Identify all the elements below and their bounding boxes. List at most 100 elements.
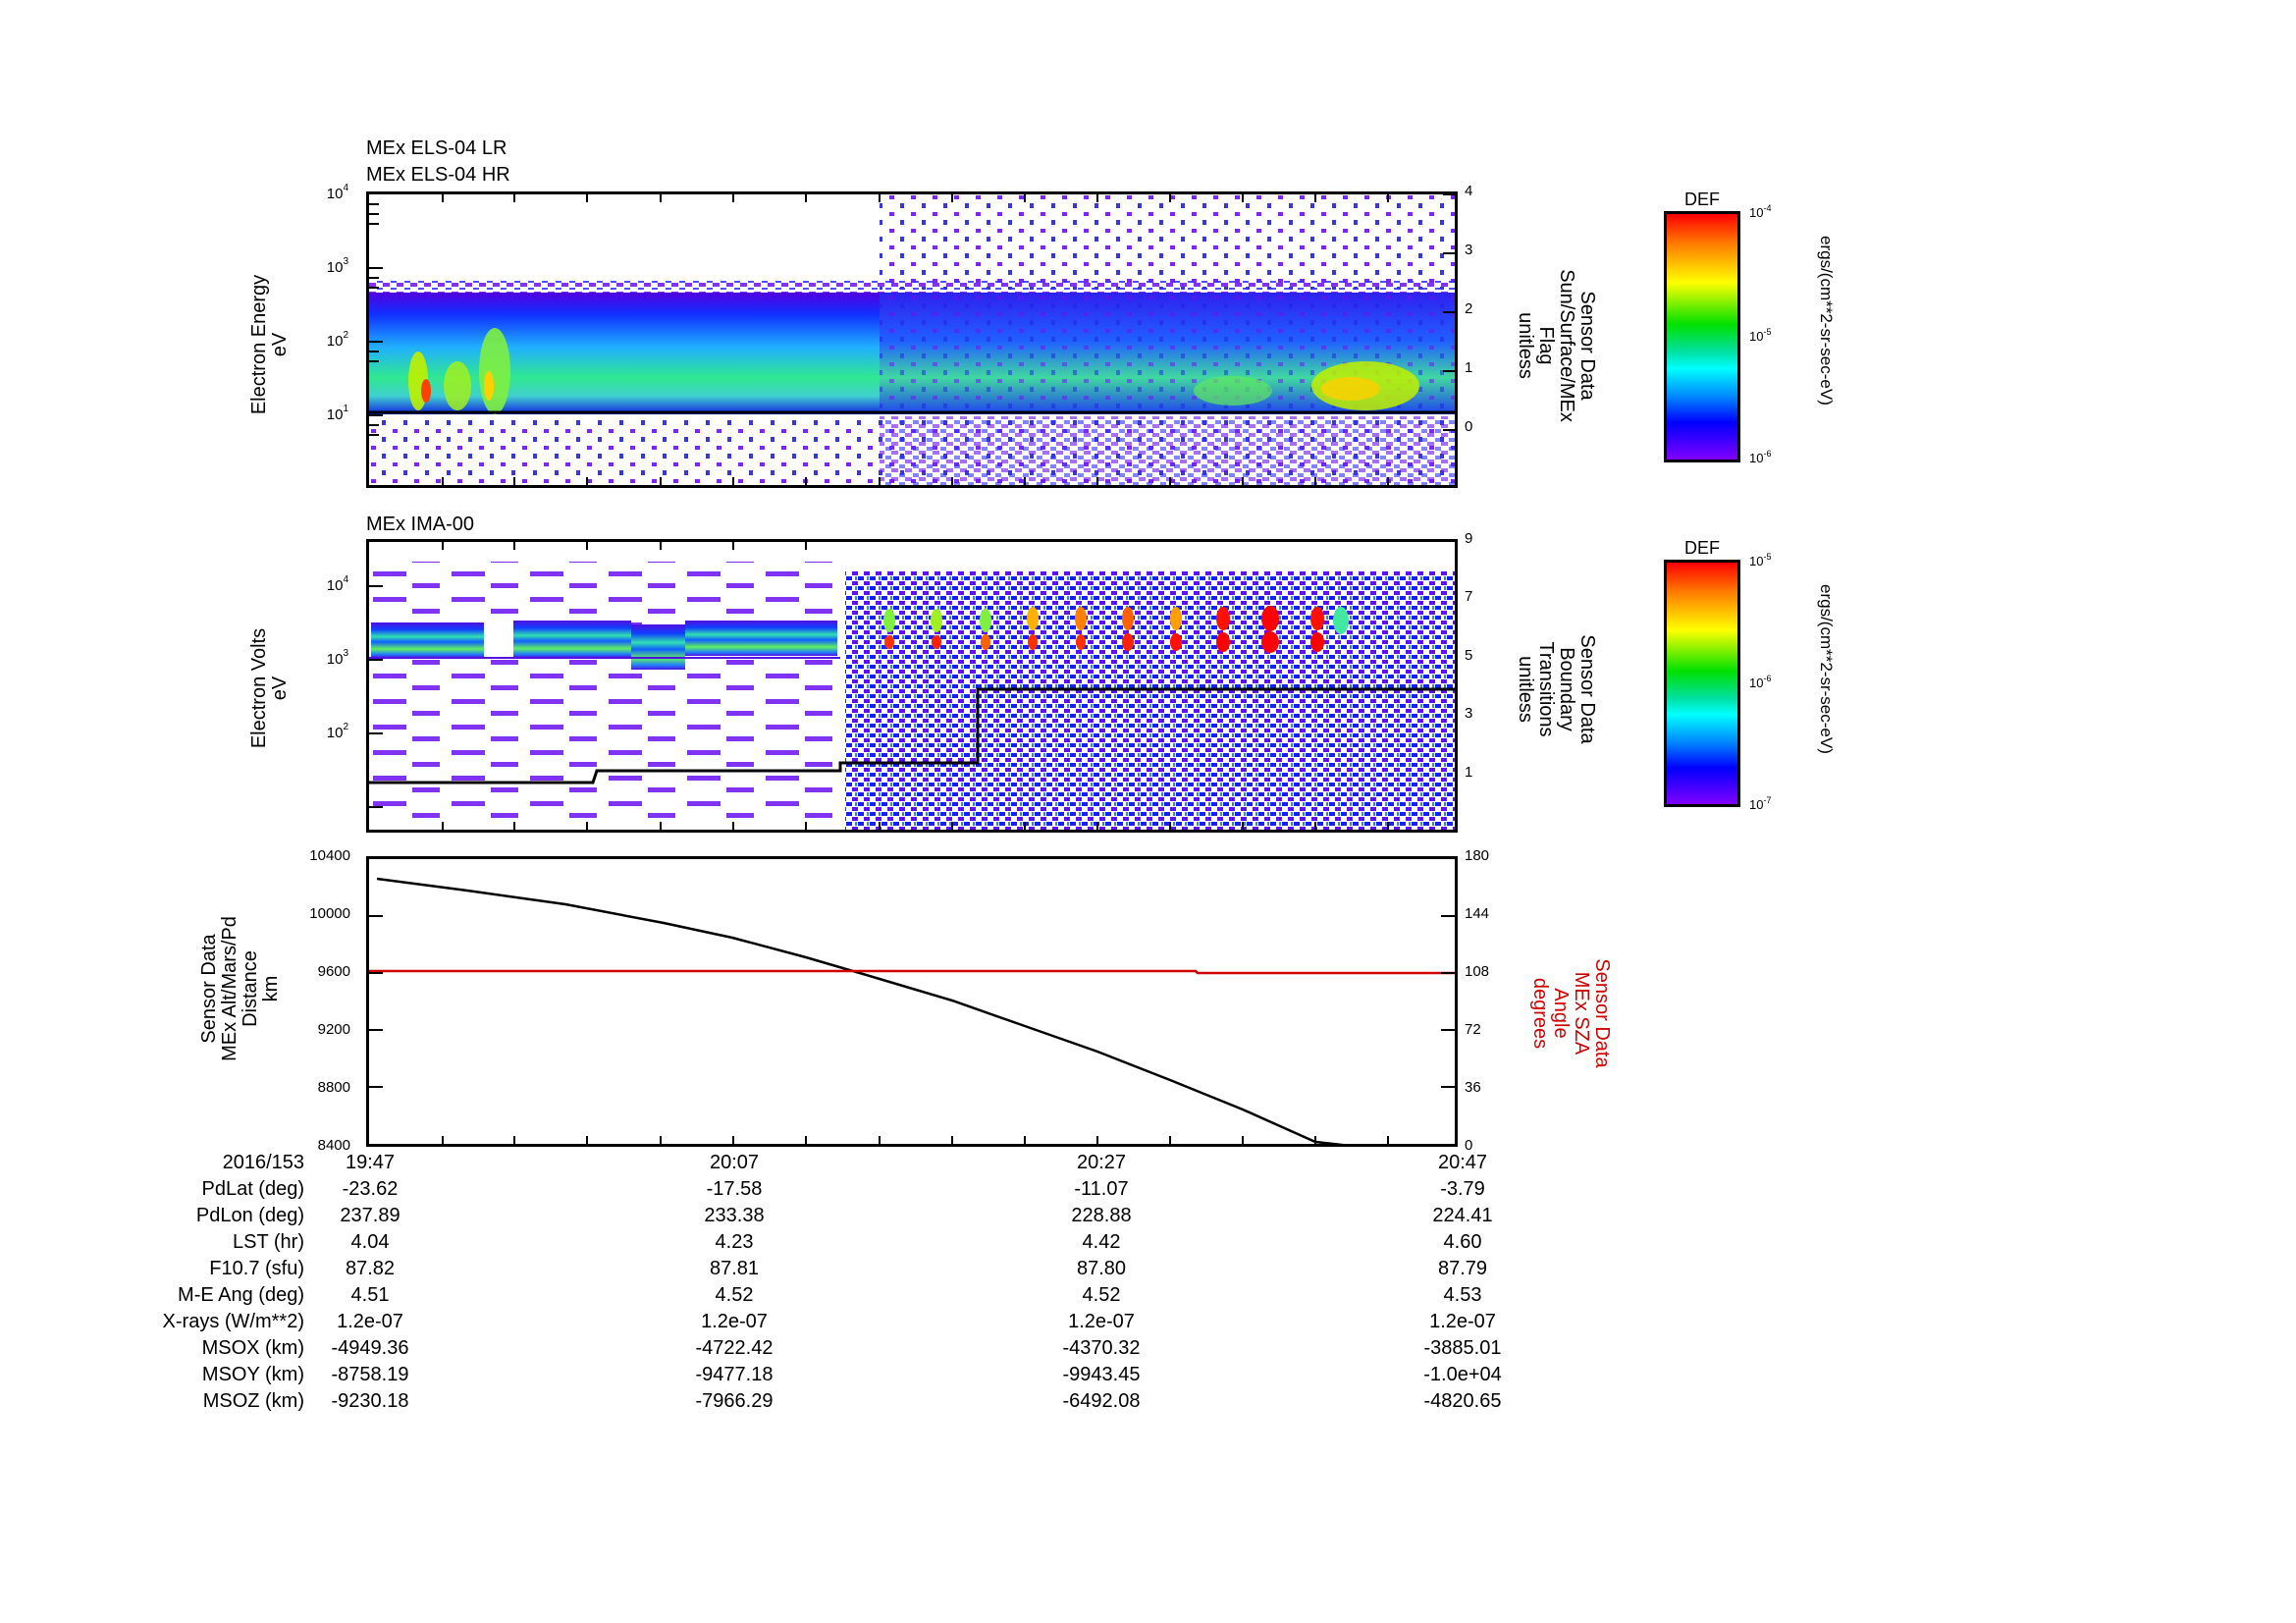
els-right-ytick: 0 <box>1465 418 1473 435</box>
ephemeris-value: 87.81 <box>709 1258 760 1279</box>
ephemeris-value: 4.42 <box>1082 1231 1121 1253</box>
ima-colorbar-tick: 10-7 <box>1749 795 1772 812</box>
ephemeris-value: 4.04 <box>350 1231 390 1253</box>
ephemeris-value: 4.51 <box>350 1284 390 1306</box>
ima-spectrogram <box>366 539 1458 833</box>
els-colorbar-tick: 10-5 <box>1749 327 1772 344</box>
ephemeris-value: 1.2e-07 <box>701 1311 768 1332</box>
ephemeris-row-label: PdLon (deg) <box>195 1205 304 1226</box>
altitude-line <box>376 877 1345 1144</box>
ima-ytick: 104 <box>326 574 348 594</box>
ima-right-ylabel-line: unitless <box>1515 656 1536 723</box>
els-right-ytick: 1 <box>1465 359 1473 376</box>
els-ytick: 104 <box>326 183 348 202</box>
ephemeris-value: -9943.45 <box>1062 1364 1141 1385</box>
orbit-right-ytick: 72 <box>1465 1021 1481 1038</box>
orbit-right-ytick: 144 <box>1465 905 1490 922</box>
ephemeris-value: -4949.36 <box>331 1337 409 1359</box>
orbit-right-ytick: 108 <box>1465 963 1490 980</box>
els-ylabel-line: eV <box>269 332 291 357</box>
els-colorbar-unit: ergs/(cm**2-sr-sec-eV) <box>1817 236 1836 406</box>
orbit-ytick: 8800 <box>317 1079 350 1096</box>
els-ytick: 102 <box>326 330 348 350</box>
els-spectrogram-plot <box>369 194 1455 485</box>
orbit-right-ylabel-line: Angle <box>1550 988 1572 1039</box>
ima-ylabel: Electron Volts eV <box>248 600 291 777</box>
ephemeris-value: 233.38 <box>704 1205 765 1226</box>
ephemeris-value: 1.2e-07 <box>337 1311 403 1332</box>
els-right-ylabel-line: Sensor Data <box>1576 291 1598 401</box>
ima-right-ylabel-line: Transitions <box>1535 641 1557 737</box>
els-ylabel-line: Electron Energy <box>248 274 270 415</box>
els-right-ylabel: Sensor Data Sun/Surface/MEx Flag unitles… <box>1515 238 1598 454</box>
ima-right-ytick: 3 <box>1465 705 1473 722</box>
ima-colorbar-tick: 10-6 <box>1749 674 1772 690</box>
ima-right-ylabel-line: Sensor Data <box>1576 634 1598 744</box>
ephemeris-value: -9230.18 <box>331 1390 409 1412</box>
ima-ytick: 103 <box>326 648 348 668</box>
ima-colorbar-title: DEF <box>1684 538 1720 558</box>
ephemeris-value: -4370.32 <box>1062 1337 1141 1359</box>
ima-ytick: 102 <box>326 722 348 741</box>
ima-right-ylabel: Sensor Data Boundary Transitions unitles… <box>1515 581 1598 797</box>
ephemeris-row-label: LST (hr) <box>233 1231 304 1253</box>
ephemeris-row-label: X-rays (W/m**2) <box>162 1311 304 1332</box>
orbit-ylabel-line: MEx Alt/Mars/Pd <box>219 916 240 1061</box>
orbit-right-ytick: 0 <box>1465 1137 1473 1154</box>
ephemeris-row-label: MSOX (km) <box>201 1337 304 1359</box>
orbit-ytick: 8400 <box>317 1137 350 1154</box>
ephemeris-value: 4.53 <box>1443 1284 1482 1306</box>
els-title-hr: MEx ELS-04 HR <box>366 164 510 186</box>
ima-colorbar-tick: 10-5 <box>1749 552 1772 568</box>
time-tick: 19:47 <box>345 1152 396 1173</box>
ephemeris-row-label: MSOZ (km) <box>202 1390 304 1412</box>
orbit-right-ylabel-line: degrees <box>1529 977 1551 1050</box>
orbit-ylabel: Sensor Data MEx Alt/Mars/Pd Distance km <box>198 876 282 1102</box>
els-colorbar-tick: 10-4 <box>1749 203 1772 220</box>
ephemeris-value: 4.52 <box>715 1284 754 1306</box>
ima-right-ytick: 9 <box>1465 530 1473 547</box>
ima-colorbar-unit: ergs/(cm**2-sr-sec-eV) <box>1817 584 1836 754</box>
ephemeris-row-label: F10.7 (sfu) <box>209 1258 304 1279</box>
ima-right-ytick: 5 <box>1465 647 1473 664</box>
ima-title: MEx IMA-00 <box>366 514 475 535</box>
els-spectrogram <box>366 191 1458 488</box>
orbit-lineplot-svg <box>369 877 1455 1144</box>
orbit-ytick: 9200 <box>317 1021 350 1038</box>
ima-colorbar <box>1664 560 1740 807</box>
ima-spectrogram-plot <box>369 542 1455 830</box>
sza-line <box>369 969 1455 975</box>
ephemeris-value: 4.60 <box>1443 1231 1482 1253</box>
ephemeris-value: -11.07 <box>1074 1178 1129 1200</box>
orbit-right-ylabel-line: MEx SZA <box>1571 971 1592 1055</box>
orbit-right-ytick: 36 <box>1465 1079 1481 1096</box>
els-right-ytick: 2 <box>1465 300 1473 317</box>
ephemeris-value: 224.41 <box>1432 1205 1493 1226</box>
ephemeris-value: -9477.18 <box>695 1364 774 1385</box>
ima-right-ytick: 1 <box>1465 764 1473 781</box>
ephemeris-row-label: M-E Ang (deg) <box>178 1284 304 1306</box>
orbit-ylabel-line: Distance <box>240 950 261 1027</box>
ephemeris-value: 4.23 <box>715 1231 754 1253</box>
els-right-ylabel-line: Sun/Surface/MEx <box>1556 269 1577 422</box>
orbit-ylabel-line: Sensor Data <box>198 934 220 1044</box>
els-ytick: 101 <box>326 404 348 423</box>
els-colorbar-tick: 10-6 <box>1749 449 1772 465</box>
orbit-right-ylabel-line: Sensor Data <box>1591 958 1613 1068</box>
ima-peaks <box>883 606 1349 653</box>
els-colorbar-title: DEF <box>1684 189 1720 209</box>
els-ylabel: Electron Energy eV <box>248 256 291 433</box>
time-tick: 20:27 <box>1076 1152 1127 1173</box>
els-ytick: 103 <box>326 256 348 276</box>
time-tick: 20:07 <box>709 1152 760 1173</box>
ephemeris-value: 228.88 <box>1071 1205 1132 1226</box>
ephemeris-value: 87.82 <box>345 1258 396 1279</box>
ephemeris-row-label: PdLat (deg) <box>201 1178 304 1200</box>
time-tick: 20:47 <box>1437 1152 1488 1173</box>
ephemeris-value: 87.79 <box>1437 1258 1488 1279</box>
ephemeris-date: 2016/153 <box>222 1152 304 1173</box>
els-right-ylabel-line: unitless <box>1515 312 1536 379</box>
orbit-ylabel-line: km <box>260 975 282 1002</box>
orbit-right-ylabel: Sensor Data MEx SZA Angle degrees <box>1529 925 1613 1102</box>
orbit-ytick: 10400 <box>309 847 350 864</box>
